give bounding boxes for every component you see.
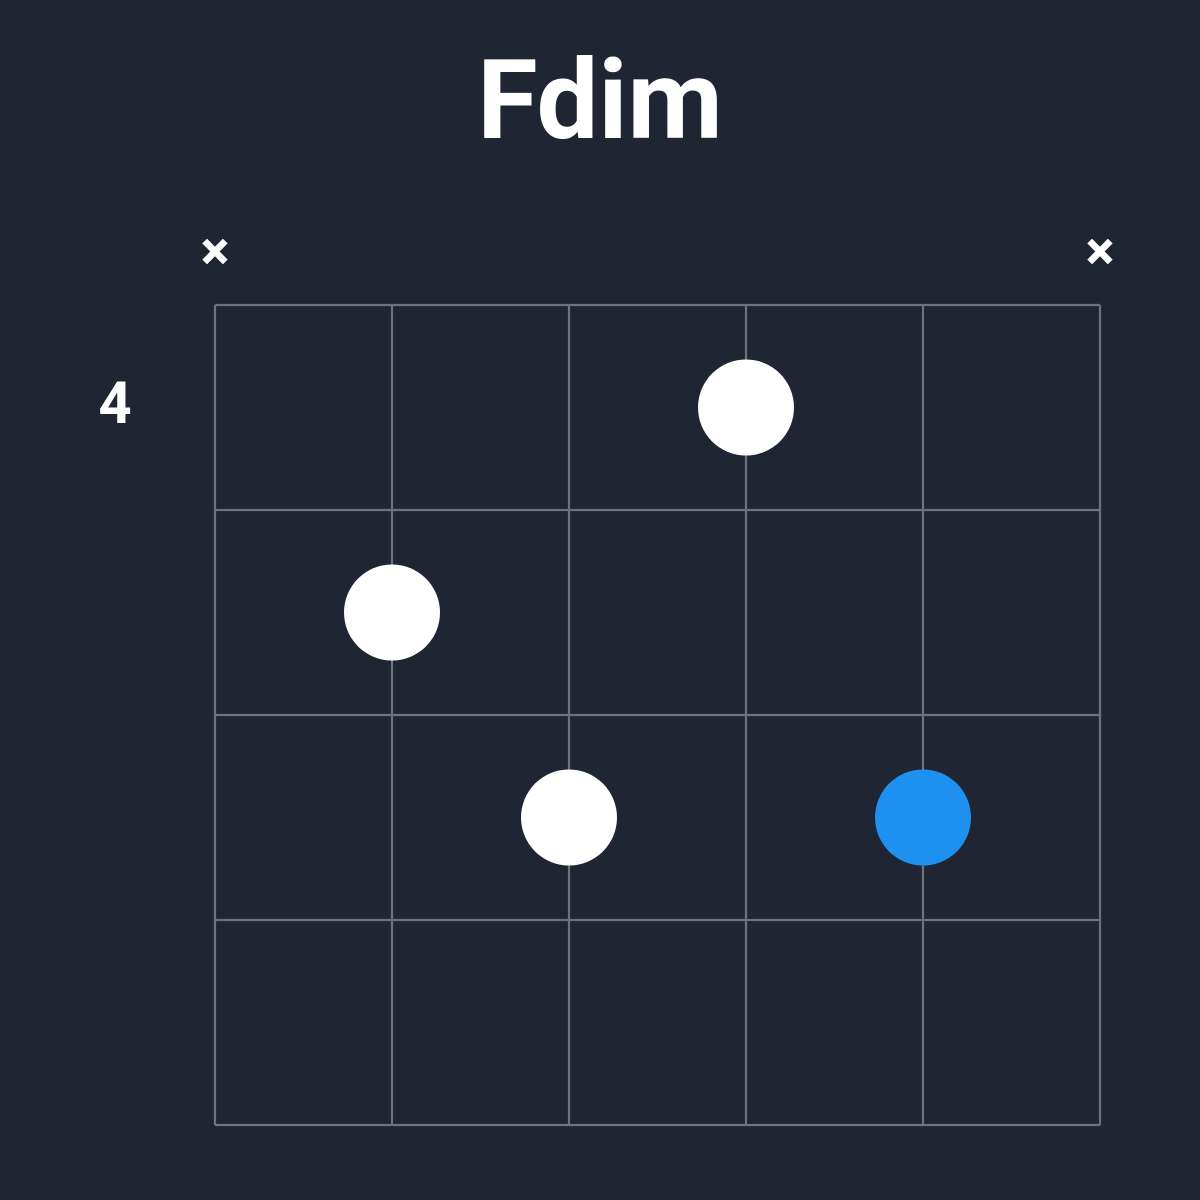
muted-string-icon: × [201,220,230,283]
starting-fret-label: 4 [98,370,131,438]
finger-dot [698,360,794,456]
chord-diagram: Fdim × × 4 [0,0,1200,1200]
finger-dot [344,565,440,661]
finger-dot [521,770,617,866]
finger-dot-highlight [875,770,971,866]
background [0,0,1200,1200]
chord-name: Fdim [477,36,723,165]
muted-string-icon: × [1086,220,1115,283]
